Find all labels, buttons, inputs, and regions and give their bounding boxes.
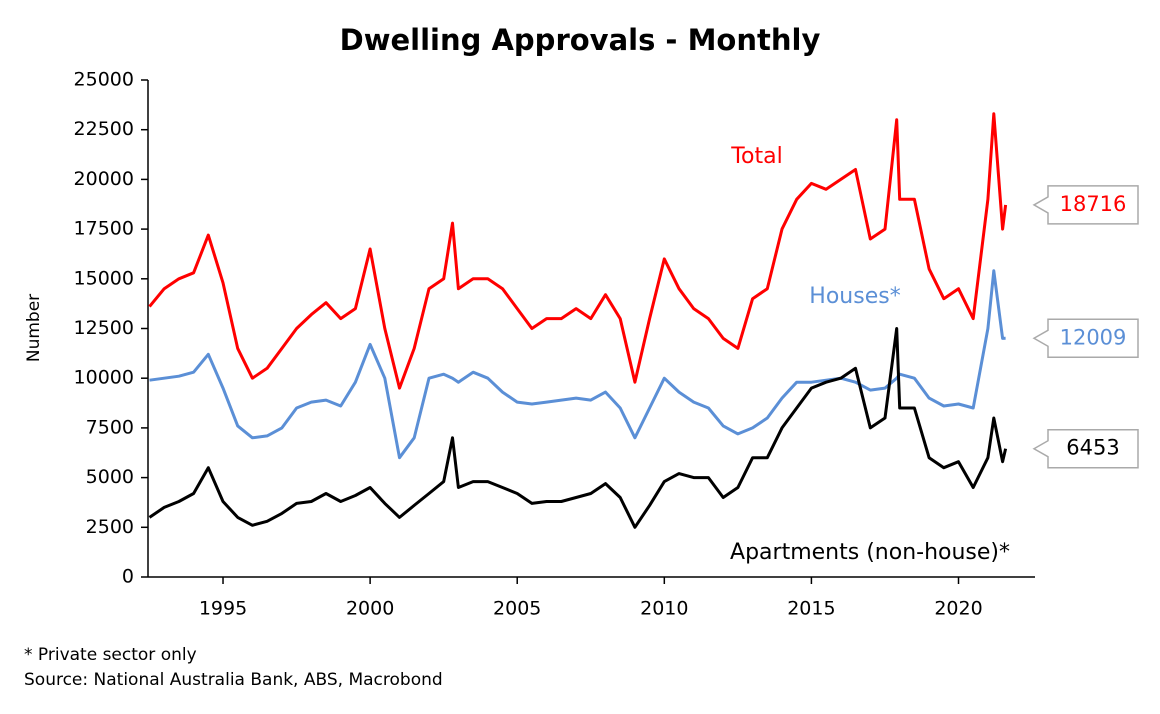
end-label-box xyxy=(1032,428,1139,469)
series-line xyxy=(149,269,1006,460)
end-label-box xyxy=(1032,318,1139,359)
series-line xyxy=(148,112,1008,390)
y-tick-label: 15000 xyxy=(74,267,134,289)
y-axis-label: Number xyxy=(24,294,44,362)
y-tick-label: 25000 xyxy=(74,69,134,91)
end-value-label: 6453 xyxy=(1066,436,1119,460)
source: Source: National Australia Bank, ABS, Ma… xyxy=(24,670,443,690)
end-value-label: 18716 xyxy=(1060,192,1127,216)
chart-title: Dwelling Approvals - Monthly xyxy=(340,23,821,57)
y-tick-label: 10000 xyxy=(74,367,134,389)
x-tick-label: 2015 xyxy=(787,598,835,620)
x-tick-label: 2010 xyxy=(640,598,688,620)
x-tick-label: 1995 xyxy=(199,598,247,620)
y-tick-label: 0 xyxy=(122,566,134,588)
series-label: Total xyxy=(730,144,782,169)
y-tick-label: 17500 xyxy=(74,218,134,240)
end-label-box xyxy=(1032,185,1139,225)
x-tick-label: 2000 xyxy=(346,598,394,620)
y-tick-label: 7500 xyxy=(86,416,134,438)
series-line xyxy=(148,327,1008,529)
series-label: Houses* xyxy=(809,284,900,309)
x-tick-label: 2005 xyxy=(493,598,541,620)
y-tick-label: 5000 xyxy=(86,466,134,488)
footnote: * Private sector only xyxy=(24,645,197,665)
y-tick-label: 22500 xyxy=(74,118,134,140)
y-tick-label: 2500 xyxy=(86,516,134,538)
y-tick-label: 20000 xyxy=(74,168,134,190)
series-label: Apartments (non-house)* xyxy=(730,540,1010,565)
x-tick-label: 2020 xyxy=(934,598,982,620)
end-value-label: 12009 xyxy=(1060,325,1127,349)
y-tick-label: 12500 xyxy=(74,317,134,339)
